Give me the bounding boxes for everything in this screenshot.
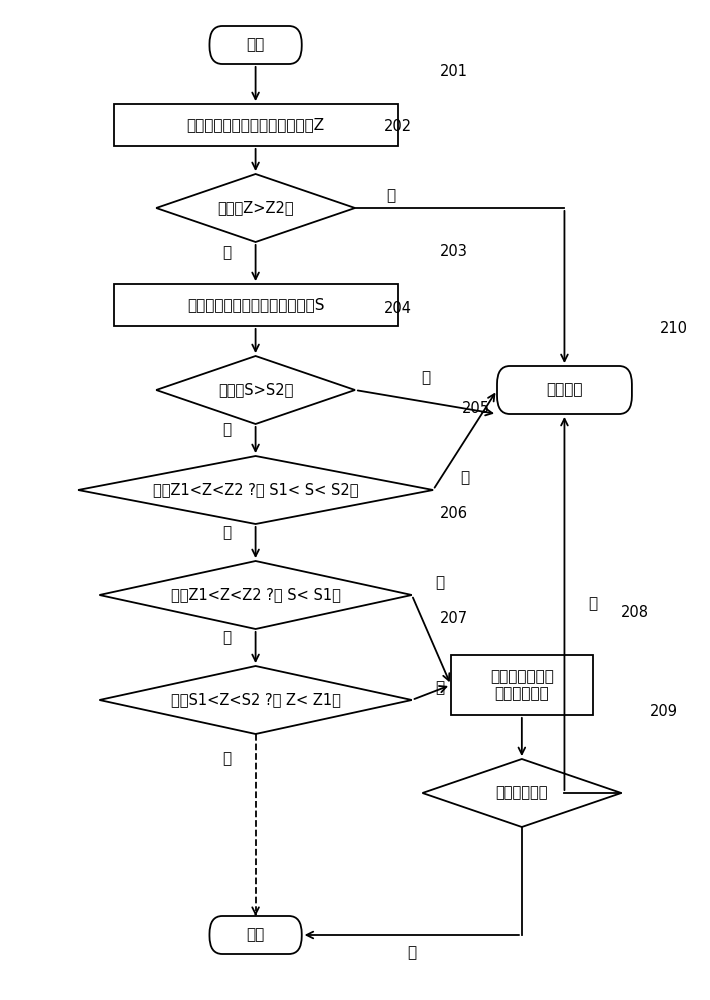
Text: 计算第一维度数据：容量增长率Z: 计算第一维度数据：容量增长率Z (187, 117, 324, 132)
Text: 210: 210 (660, 321, 688, 336)
Text: 否: 否 (223, 752, 231, 766)
Text: 引入第三维度数
据：使用属性: 引入第三维度数 据：使用属性 (490, 669, 554, 701)
Bar (114, 284, 398, 326)
Polygon shape (156, 174, 355, 242)
Polygon shape (422, 759, 621, 827)
Text: 结束: 结束 (246, 928, 265, 942)
Text: 206: 206 (440, 506, 468, 521)
FancyBboxPatch shape (497, 366, 632, 414)
Polygon shape (156, 356, 355, 424)
Text: 是否为快表？: 是否为快表？ (496, 786, 548, 800)
Text: 判断S1<Z<S2 ?且 Z< Z1？: 判断S1<Z<S2 ?且 Z< Z1？ (170, 692, 341, 708)
Text: 容量预警: 容量预警 (546, 382, 583, 397)
Text: 计算第二维度数据：容量使用率S: 计算第二维度数据：容量使用率S (187, 298, 324, 312)
FancyBboxPatch shape (209, 26, 302, 64)
Text: 否: 否 (223, 245, 231, 260)
Bar (114, 104, 398, 146)
Text: 是: 是 (589, 596, 597, 611)
Text: 是: 是 (436, 680, 444, 696)
Text: 否: 否 (223, 630, 231, 645)
Text: 204: 204 (383, 301, 411, 316)
Polygon shape (99, 666, 412, 734)
Text: 207: 207 (440, 611, 469, 626)
Text: 是: 是 (436, 575, 444, 590)
Text: 并判断S>S2？: 并判断S>S2？ (218, 382, 293, 397)
Text: 209: 209 (650, 704, 677, 719)
Text: 并判断Z>Z2？: 并判断Z>Z2？ (217, 200, 294, 216)
Text: 203: 203 (440, 244, 468, 259)
Text: 判断Z1<Z<Z2 ?且 S< S1？: 判断Z1<Z<Z2 ?且 S< S1？ (170, 587, 341, 602)
Bar (451, 655, 593, 715)
Text: 208: 208 (621, 605, 649, 620)
Text: 是: 是 (422, 370, 430, 385)
FancyBboxPatch shape (209, 916, 302, 954)
Text: 是: 是 (461, 471, 469, 486)
Text: 否: 否 (408, 946, 416, 960)
Text: 判断Z1<Z<Z2 ?且 S1< S< S2？: 判断Z1<Z<Z2 ?且 S1< S< S2？ (153, 483, 359, 497)
Text: 是: 是 (386, 188, 395, 204)
Polygon shape (99, 561, 412, 629)
Text: 否: 否 (223, 525, 231, 540)
Polygon shape (78, 456, 433, 524)
Text: 205: 205 (462, 401, 489, 416)
Text: 否: 否 (223, 422, 231, 437)
Text: 201: 201 (440, 64, 468, 79)
Text: 开始: 开始 (246, 37, 265, 52)
Text: 202: 202 (383, 119, 412, 134)
